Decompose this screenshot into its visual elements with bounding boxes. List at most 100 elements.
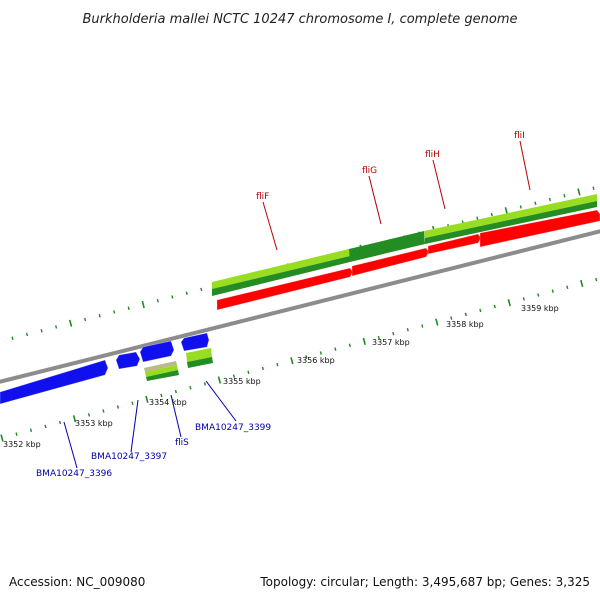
inner-ring-minor-tick bbox=[203, 382, 206, 386]
inner-ring-minor-tick bbox=[131, 401, 134, 405]
inner-ring-major-tick bbox=[362, 337, 366, 346]
gene-bar-fliF[interactable] bbox=[212, 249, 350, 289]
genome-backbone bbox=[0, 229, 600, 384]
gene-bar-fliG[interactable] bbox=[349, 231, 425, 262]
gene-bar-fliF-lower[interactable] bbox=[212, 256, 350, 296]
cds-fliG[interactable] bbox=[351, 247, 430, 277]
inner-ring-minor-tick bbox=[595, 277, 598, 282]
outer-ring-minor-tick bbox=[490, 212, 493, 217]
outer-ring-minor-tick bbox=[563, 194, 566, 198]
inner-ring-minor-tick bbox=[87, 413, 91, 417]
cds-BMA10247_3397-b[interactable] bbox=[139, 340, 175, 363]
inner-ring-major-tick bbox=[0, 434, 4, 442]
tick-label-3358: 3358 kbp bbox=[446, 320, 484, 329]
inner-ring-minor-tick bbox=[305, 355, 308, 359]
inner-ring-minor-tick bbox=[160, 393, 163, 398]
outer-ring-minor-tick bbox=[548, 197, 551, 202]
outer-ring-minor-tick bbox=[476, 216, 479, 220]
inner-ring-major-tick bbox=[217, 376, 222, 384]
outer-ring-minor-tick bbox=[156, 299, 159, 303]
tick-label-3353: 3353 kbp bbox=[75, 419, 113, 428]
inner-tick-ring bbox=[0, 277, 598, 442]
gene-bar-fliH-fliI[interactable] bbox=[424, 194, 597, 238]
outer-ring-minor-tick bbox=[113, 310, 116, 314]
gene-bar-fliS-lower[interactable] bbox=[146, 370, 179, 381]
outer-ring-minor-tick bbox=[171, 295, 174, 299]
gene-bar-BMA10247_3397[interactable] bbox=[144, 361, 177, 372]
gene-bar-fliH-fliI-lower[interactable] bbox=[425, 201, 597, 244]
inner-ring-major-tick bbox=[72, 415, 77, 423]
outer-ring-minor-tick bbox=[84, 317, 87, 322]
gene-label-BMA10247_3399[interactable]: BMA10247_3399 bbox=[195, 423, 271, 433]
cds-fliH[interactable] bbox=[427, 233, 482, 255]
inner-ring-minor-tick bbox=[15, 432, 18, 436]
inner-ring-minor-tick bbox=[174, 389, 177, 394]
outer-ring-major-tick bbox=[141, 300, 145, 309]
gene-label-fliG[interactable]: fliG bbox=[362, 166, 377, 176]
gene-bar-BMA10247_3399-lower[interactable] bbox=[187, 357, 213, 368]
reverse-strand-features bbox=[0, 332, 213, 405]
outer-ring-minor-tick bbox=[534, 201, 537, 205]
inner-ring-minor-tick bbox=[392, 331, 395, 336]
tick-label-3357: 3357 kbp bbox=[372, 338, 410, 347]
gene-label-BMA10247_3397[interactable]: BMA10247_3397 bbox=[91, 452, 167, 462]
outer-ring-minor-tick bbox=[11, 336, 14, 340]
outer-ring-minor-tick bbox=[98, 314, 101, 318]
outer-ring-minor-tick bbox=[25, 332, 29, 337]
genome-title: Burkholderia mallei NCTC 10247 chromosom… bbox=[82, 12, 517, 27]
outer-ring-major-tick bbox=[68, 319, 73, 327]
inner-ring-minor-tick bbox=[116, 405, 120, 409]
gene-label-fliI[interactable]: fliI bbox=[514, 131, 525, 141]
tick-label-3359: 3359 kbp bbox=[521, 304, 559, 313]
outer-ring-minor-tick bbox=[200, 287, 203, 292]
inner-ring-minor-tick bbox=[189, 386, 192, 390]
gene-bar-fliS[interactable] bbox=[145, 365, 178, 377]
cds-BMA10247_3397-a[interactable] bbox=[115, 351, 141, 370]
outer-ring-minor-tick bbox=[127, 306, 130, 310]
inner-ring-minor-tick bbox=[479, 308, 482, 313]
leader-line-fliF bbox=[262, 201, 278, 251]
tick-label-3352: 3352 kbp bbox=[3, 440, 41, 449]
leader-line-fliG bbox=[368, 175, 382, 225]
inner-ring-minor-tick bbox=[450, 316, 453, 320]
leader-line-fliH bbox=[432, 159, 446, 210]
cds-fliF[interactable] bbox=[216, 267, 354, 311]
tick-label-3355: 3355 kbp bbox=[223, 377, 261, 386]
cds-BMA10247_3399[interactable] bbox=[180, 332, 210, 352]
inner-ring-minor-tick bbox=[58, 420, 62, 425]
inner-ring-minor-tick bbox=[348, 343, 351, 347]
gene-label-fliS[interactable]: fliS bbox=[175, 438, 189, 448]
gene-label-fliH[interactable]: fliH bbox=[425, 150, 440, 160]
inner-ring-minor-tick bbox=[566, 285, 569, 289]
inner-ring-major-tick bbox=[580, 279, 584, 288]
gene-label-BMA10247_3396[interactable]: BMA10247_3396 bbox=[36, 469, 112, 479]
cds-fliI[interactable] bbox=[479, 209, 600, 248]
accession-text: Accession: NC_009080 bbox=[9, 575, 145, 589]
gene-label-fliF[interactable]: fliF bbox=[256, 192, 269, 202]
outer-ring-major-tick bbox=[577, 188, 581, 196]
inner-ring-minor-tick bbox=[232, 374, 235, 378]
label-leader-lines bbox=[63, 140, 531, 469]
outer-ring-major-tick bbox=[504, 207, 508, 215]
inner-ring-minor-tick bbox=[276, 362, 279, 367]
gene-bar-BMA10247_3399[interactable] bbox=[186, 348, 212, 362]
leader-line-fliS bbox=[170, 394, 182, 438]
cds-BMA10247_3396[interactable] bbox=[0, 359, 109, 405]
leader-line-BMA10247_3396 bbox=[63, 421, 78, 469]
inner-ring-minor-tick bbox=[334, 347, 337, 351]
inner-ring-minor-tick bbox=[537, 293, 540, 297]
inner-ring-major-tick bbox=[435, 318, 439, 326]
inner-ring-minor-tick bbox=[29, 428, 33, 432]
position-tick-labels: 3352 kbp 3353 kbp 3354 kbp 3355 kbp 3356… bbox=[3, 304, 559, 449]
forward-strand-features bbox=[212, 194, 600, 311]
tick-label-3354: 3354 kbp bbox=[149, 398, 187, 407]
inner-ring-minor-tick bbox=[464, 312, 467, 317]
inner-ring-minor-tick bbox=[102, 409, 105, 413]
inner-ring-minor-tick bbox=[247, 370, 250, 374]
inner-ring-minor-tick bbox=[493, 304, 496, 309]
inner-ring-major-tick bbox=[145, 395, 149, 403]
inner-ring-minor-tick bbox=[522, 297, 525, 301]
inner-ring-minor-tick bbox=[551, 289, 554, 293]
